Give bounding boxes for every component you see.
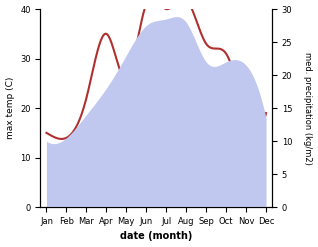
X-axis label: date (month): date (month) xyxy=(120,231,192,242)
Y-axis label: med. precipitation (kg/m2): med. precipitation (kg/m2) xyxy=(303,52,313,165)
Y-axis label: max temp (C): max temp (C) xyxy=(5,77,15,139)
